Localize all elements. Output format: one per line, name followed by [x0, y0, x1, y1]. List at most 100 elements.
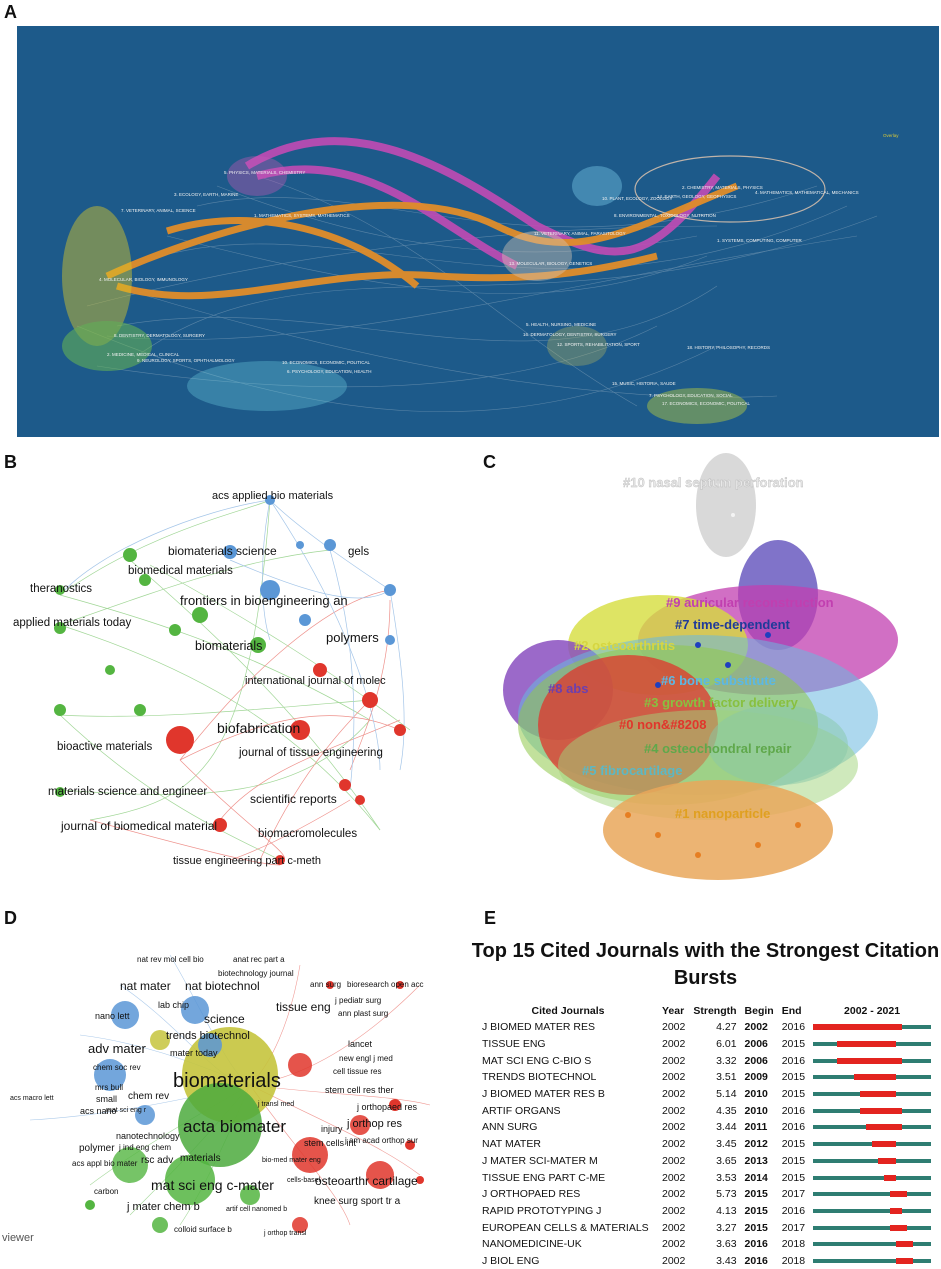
d-label-19: chem soc rev [93, 1063, 141, 1072]
b-label-16: journal of biomedical material [60, 819, 217, 833]
d-label-45: mat sci eng c-mater [151, 1177, 274, 1193]
end-value: 2018 [781, 1238, 806, 1251]
a-right-label-15: 17. ECONOMICS, ECONOMIC, POLITICAL [662, 401, 751, 406]
a-left-label-9: 6. PSYCHOLOGY, EDUCATION, HEALTH [287, 369, 372, 374]
burst-track [813, 1157, 932, 1164]
col-begin: Begin [744, 1005, 774, 1017]
end-value: 2016 [781, 1021, 806, 1034]
c-label-11: #1 nanoparticle [675, 806, 770, 821]
d-label-20: biomaterials [173, 1070, 281, 1092]
d-label-12: nano lett [95, 1011, 130, 1021]
burst-segment [889, 1207, 902, 1214]
year-value: 2002 [662, 1171, 686, 1184]
d-label-22: acs macro lett [10, 1095, 54, 1102]
burst-segment [883, 1174, 896, 1181]
d-label-6: ann surg [310, 980, 341, 989]
dual-map-overlay: 5. PHYSICS, MATERIALS, CHEMISTRY 3. ECOL… [17, 26, 939, 437]
b-label-1: acs applied bio materials [212, 490, 334, 502]
burst-track [813, 1224, 932, 1231]
burst-table-body: J BIOMED MATER RES 2002 4.27 2002 2016 TISSUE… [478, 1019, 935, 1269]
d-label-5: nat biotechnol [185, 979, 260, 993]
end-value: 2015 [781, 1138, 806, 1151]
a-right-label-4: 14. EARTH, GEOLOGY, GEOPHYSICS [657, 194, 736, 199]
burst-track [813, 1174, 932, 1181]
d-label-27: acs nano [80, 1106, 117, 1116]
strength-value: 3.63 [716, 1238, 737, 1251]
strength-value: 3.44 [716, 1121, 737, 1134]
burst-timeline [809, 1219, 935, 1236]
d-label-18: new engl j med [339, 1054, 393, 1063]
panel-d-letter: D [4, 908, 17, 928]
citation-burst-table: Cited Journals Year Strength Begin End 2… [478, 1003, 935, 1269]
strength-value: 3.53 [716, 1171, 737, 1184]
c-label-4: #2 osteoarthritis [574, 638, 675, 653]
d-label-39: rsc adv [141, 1155, 173, 1166]
d-label-47: knee surg sport tr a [314, 1196, 401, 1207]
burst-row: ARTIF ORGANS 2002 4.35 2010 2016 [478, 1102, 935, 1119]
journal-name: J BIOMED MATER RES [482, 1021, 595, 1034]
a-left-label-10: 10. ECONOMICS, ECONOMIC, POLITICAL [282, 360, 371, 365]
b-label-3: biomedical materials [128, 565, 233, 577]
burst-timeline [809, 1136, 935, 1153]
a-left-label-3: 7. VETERINARY, ANIMAL, SCIENCE [121, 208, 196, 213]
end-value: 2018 [781, 1254, 806, 1267]
d-label-40: bio-med mater eng [262, 1157, 321, 1164]
d-label-32: injury [321, 1124, 343, 1134]
panel-e-letter: E [484, 908, 497, 928]
a-left-label-2: 3. ECOLOGY, EARTH, MARINE [174, 192, 238, 197]
d-label-51: j orthop transl [263, 1230, 307, 1237]
year-value: 2002 [662, 1221, 686, 1234]
b-label-9: biomaterials [195, 639, 262, 653]
d-label-46: carbon [94, 1187, 118, 1196]
strength-value: 4.35 [716, 1104, 737, 1117]
burst-segment [895, 1241, 914, 1248]
journal-name: TISSUE ENG PART C-ME [482, 1171, 606, 1184]
a-left-label-5: 4. MOLECULAR, BIOLOGY, IMMUNOLOGY [99, 277, 188, 282]
col-strength: Strength [693, 1005, 737, 1017]
burst-timeline [809, 1069, 935, 1086]
burst-segment [836, 1057, 902, 1064]
c-label-7: #3 growth factor delivery [644, 695, 799, 710]
a-right-label-12: 18. HISTORY, PHILOSOPHY, RECORDS [687, 345, 770, 350]
end-value: 2015 [781, 1088, 806, 1101]
journal-name: MAT SCI ENG C-BIO S [482, 1054, 592, 1067]
a-left-label-6: 8. DENTISTRY, DERMATOLOGY, SURGERY [114, 333, 205, 338]
end-value: 2016 [781, 1104, 806, 1117]
burst-track [813, 1074, 932, 1081]
burst-segment [854, 1074, 896, 1081]
end-value: 2016 [781, 1121, 806, 1134]
burst-row: J BIOL ENG 2002 3.43 2016 2018 [478, 1253, 935, 1269]
d-label-17: lancet [348, 1039, 373, 1049]
begin-value: 2002 [744, 1021, 768, 1034]
burst-track [813, 1191, 932, 1198]
b-label-10: international journal of molec [245, 675, 386, 687]
strength-value: 5.73 [716, 1188, 737, 1201]
b-label-8: polymers [326, 630, 379, 645]
journal-name: TISSUE ENG [482, 1038, 546, 1051]
begin-value: 2015 [744, 1188, 768, 1201]
d-label-44: cells-basel [287, 1177, 321, 1184]
burst-row: J BIOMED MATER RES B 2002 5.14 2010 2015 [478, 1086, 935, 1103]
year-value: 2002 [662, 1121, 686, 1134]
strength-value: 3.27 [716, 1221, 737, 1234]
d-label-26: stem cell res ther [325, 1085, 394, 1095]
burst-track [813, 1241, 932, 1248]
burst-timeline [809, 1236, 935, 1253]
d-label-16: mater today [170, 1048, 218, 1058]
d-label-9: j pediatr surg [334, 996, 381, 1005]
journal-coupling-network: acs applied bio materials biomaterials s… [13, 490, 411, 867]
burst-table-title: Top 15 Cited Journals with the Strongest… [471, 940, 940, 989]
strength-value: 6.01 [716, 1038, 737, 1051]
burst-timeline [809, 1203, 935, 1220]
viewer-label: viewer [2, 1232, 34, 1244]
b-label-2: biomaterials science [168, 544, 277, 558]
cited-journal-network: nat rev mol cell bio anat rec part a bio… [10, 954, 431, 1237]
end-value: 2016 [781, 1054, 806, 1067]
burst-row: J BIOMED MATER RES 2002 4.27 2002 2016 [478, 1019, 935, 1036]
d-label-42: materials [180, 1153, 221, 1164]
end-value: 2015 [781, 1038, 806, 1051]
burst-track [813, 1024, 932, 1031]
d-label-29: j orthopaed res [356, 1102, 418, 1112]
d-label-30: acta biomater [183, 1117, 286, 1136]
journal-name: J MATER SCI-MATER M [482, 1154, 598, 1167]
